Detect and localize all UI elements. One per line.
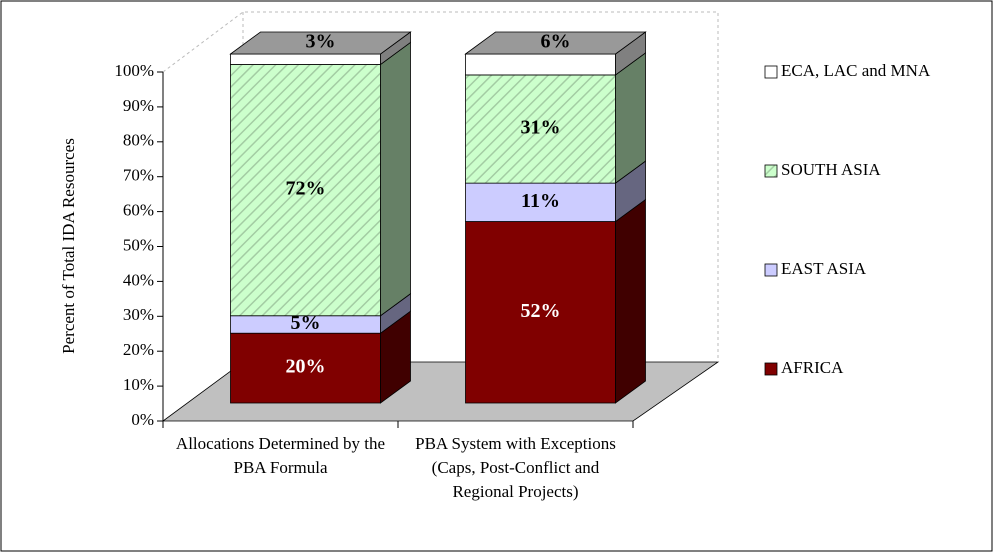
legend-label: EAST ASIA [781, 259, 867, 278]
y-tick-label: 50% [123, 235, 154, 254]
y-tick-label: 100% [114, 61, 154, 80]
bar-segment [230, 64, 381, 317]
bar-segment [230, 332, 381, 404]
legend-swatch [764, 263, 778, 277]
y-tick-label: 20% [123, 340, 154, 359]
bar-segment [465, 182, 616, 222]
bar-segment [465, 74, 616, 184]
wall-frame [162, 11, 719, 362]
value-label: 11% [521, 190, 560, 212]
bar-segment [465, 221, 616, 404]
value-label: 20% [286, 356, 326, 378]
y-axis-label: Percent of Total IDA Resources [59, 138, 78, 354]
value-label: 52% [521, 300, 561, 322]
y-tick-label: 90% [123, 96, 154, 115]
y-tick-label: 70% [123, 166, 154, 185]
y-tick-label: 40% [123, 270, 154, 289]
value-label: 31% [521, 117, 561, 139]
bar-side [380, 41, 411, 317]
value-label: 72% [286, 178, 326, 200]
legend-swatch [764, 362, 778, 376]
y-tick-label: 60% [123, 201, 154, 220]
value-label: 6% [541, 31, 571, 53]
x-tick-label: Allocations Determined by the PBA Formul… [175, 434, 386, 477]
value-label: 5% [291, 312, 321, 334]
y-tick-label: 0% [131, 410, 154, 429]
x-tick-label: PBA System with Exceptions (Caps, Post-C… [415, 434, 616, 501]
y-tick-label: 30% [123, 305, 154, 324]
bar-segment [230, 53, 381, 65]
y-tick-label: 10% [123, 375, 154, 394]
legend-label: SOUTH ASIA [781, 160, 881, 179]
legend-label: ECA, LAC and MNA [781, 61, 931, 80]
bar-side [615, 198, 646, 404]
bar-side [615, 52, 646, 184]
bar-top [464, 31, 647, 55]
y-tick-label: 80% [123, 131, 154, 150]
bar-top [229, 31, 412, 55]
legend-swatch [764, 164, 778, 178]
bar-segment [465, 53, 616, 76]
value-label: 3% [306, 31, 336, 53]
legend-label: AFRICA [781, 358, 844, 377]
legend-swatch [764, 65, 778, 79]
